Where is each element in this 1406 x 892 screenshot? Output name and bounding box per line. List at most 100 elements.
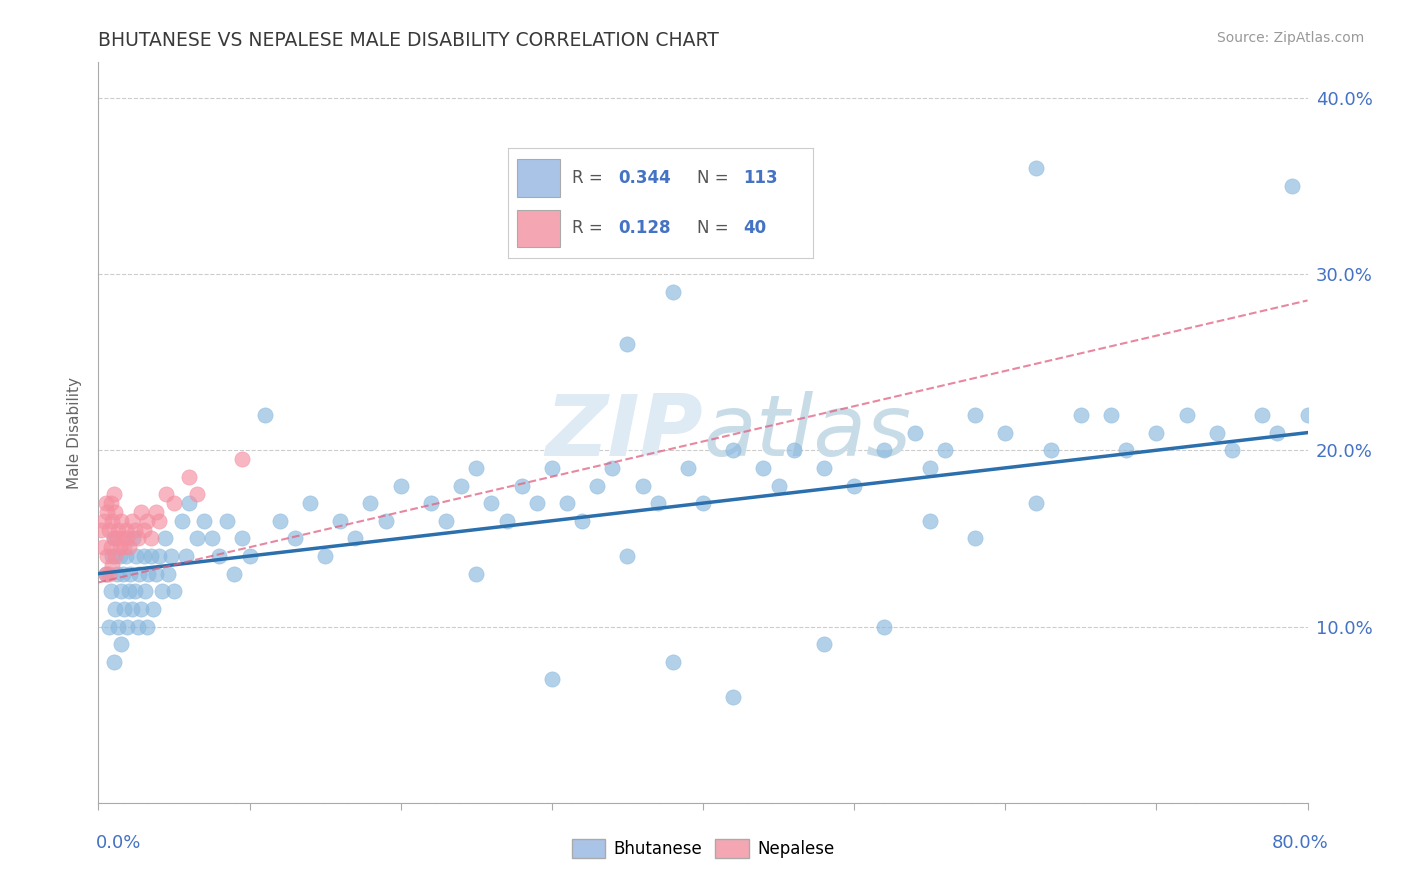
Point bbox=[118, 584, 141, 599]
Point bbox=[420, 496, 443, 510]
Point bbox=[239, 549, 262, 563]
Text: 0.128: 0.128 bbox=[617, 219, 671, 237]
Point bbox=[994, 425, 1017, 440]
Point bbox=[96, 549, 118, 563]
Point bbox=[231, 532, 253, 546]
Point bbox=[344, 532, 367, 546]
Point bbox=[136, 566, 159, 581]
Text: ZIP: ZIP bbox=[546, 391, 703, 475]
Point bbox=[101, 549, 124, 563]
Point bbox=[105, 532, 128, 546]
Point bbox=[193, 514, 215, 528]
Point bbox=[170, 514, 193, 528]
Point bbox=[555, 496, 578, 510]
Point bbox=[104, 505, 127, 519]
Point bbox=[481, 496, 503, 510]
Point bbox=[965, 532, 987, 546]
Point bbox=[107, 619, 129, 633]
Point bbox=[98, 523, 121, 537]
Point bbox=[495, 514, 517, 528]
Point bbox=[163, 584, 186, 599]
Point bbox=[94, 566, 117, 581]
Point bbox=[616, 549, 638, 563]
Point bbox=[91, 540, 114, 554]
Point bbox=[215, 514, 238, 528]
Point bbox=[1115, 443, 1137, 458]
Text: BHUTANESE VS NEPALESE MALE DISABILITY CORRELATION CHART: BHUTANESE VS NEPALESE MALE DISABILITY CO… bbox=[98, 30, 720, 50]
Text: N =: N = bbox=[697, 219, 728, 237]
Text: R =: R = bbox=[572, 169, 603, 187]
Text: N =: N = bbox=[697, 169, 728, 187]
Point bbox=[135, 514, 157, 528]
Point bbox=[155, 487, 177, 501]
Point bbox=[110, 584, 132, 599]
Point bbox=[783, 443, 806, 458]
FancyBboxPatch shape bbox=[517, 160, 560, 196]
Point bbox=[100, 584, 122, 599]
Point bbox=[723, 443, 745, 458]
Point bbox=[104, 602, 127, 616]
Point bbox=[1296, 408, 1319, 422]
Point bbox=[153, 532, 176, 546]
Point bbox=[631, 478, 654, 492]
Point bbox=[156, 566, 179, 581]
Point bbox=[1070, 408, 1092, 422]
Point bbox=[141, 532, 163, 546]
Point bbox=[540, 673, 562, 687]
FancyBboxPatch shape bbox=[517, 210, 560, 247]
Legend: Bhutanese, Nepalese: Bhutanese, Nepalese bbox=[565, 832, 841, 865]
Point bbox=[465, 566, 488, 581]
Point bbox=[101, 558, 124, 572]
Point bbox=[844, 478, 866, 492]
Point bbox=[1144, 425, 1167, 440]
Point bbox=[434, 514, 457, 528]
Point bbox=[110, 637, 132, 651]
Point bbox=[94, 566, 117, 581]
Point bbox=[586, 478, 609, 492]
Point bbox=[108, 540, 131, 554]
Point bbox=[374, 514, 396, 528]
Point bbox=[571, 514, 593, 528]
Point bbox=[125, 549, 148, 563]
Point bbox=[121, 602, 143, 616]
Point bbox=[132, 549, 155, 563]
Point bbox=[145, 566, 167, 581]
Point bbox=[179, 469, 201, 483]
Text: Source: ZipAtlas.com: Source: ZipAtlas.com bbox=[1216, 31, 1364, 45]
Text: 80.0%: 80.0% bbox=[1272, 834, 1329, 852]
Point bbox=[934, 443, 956, 458]
Point bbox=[160, 549, 183, 563]
Point bbox=[98, 619, 121, 633]
Point bbox=[150, 584, 173, 599]
Point bbox=[121, 514, 143, 528]
Point bbox=[110, 514, 132, 528]
Point bbox=[93, 514, 115, 528]
Point bbox=[201, 532, 224, 546]
Point bbox=[145, 505, 167, 519]
Point bbox=[94, 496, 117, 510]
Point bbox=[647, 496, 669, 510]
Point bbox=[129, 505, 152, 519]
Point bbox=[269, 514, 291, 528]
Point bbox=[813, 637, 835, 651]
Point bbox=[186, 532, 208, 546]
Point bbox=[1220, 443, 1243, 458]
Point bbox=[231, 452, 253, 467]
Point bbox=[692, 496, 714, 510]
Point bbox=[918, 461, 941, 475]
Point bbox=[1099, 408, 1122, 422]
Point bbox=[965, 408, 987, 422]
Point bbox=[132, 523, 155, 537]
Point bbox=[127, 532, 149, 546]
Point bbox=[616, 337, 638, 351]
Point bbox=[114, 523, 136, 537]
Point bbox=[873, 443, 896, 458]
Point bbox=[100, 496, 122, 510]
Point bbox=[127, 619, 149, 633]
Point bbox=[101, 514, 124, 528]
Text: 0.344: 0.344 bbox=[617, 169, 671, 187]
Point bbox=[103, 532, 125, 546]
Point bbox=[1039, 443, 1062, 458]
Point bbox=[768, 478, 790, 492]
Point bbox=[141, 549, 163, 563]
